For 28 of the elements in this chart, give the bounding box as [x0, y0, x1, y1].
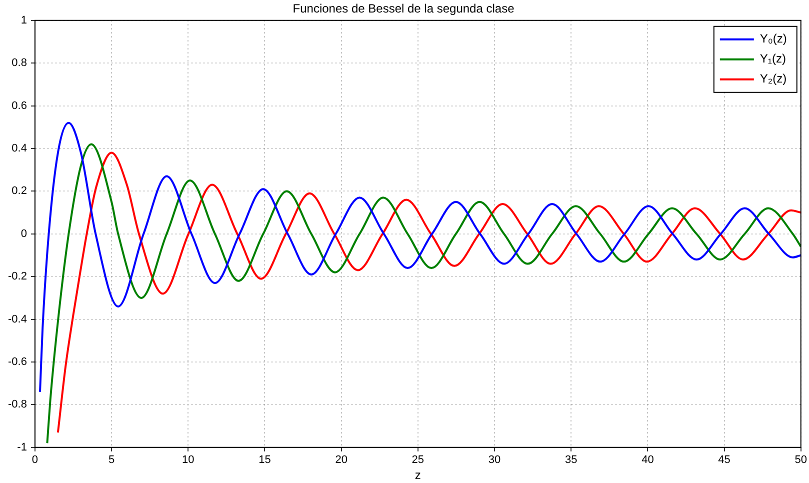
x-tick-label: 40	[642, 454, 654, 466]
y-tick-label: 1	[20, 14, 27, 26]
y-tick-label: -0.8	[8, 398, 27, 411]
x-tick-label: 10	[182, 454, 194, 466]
x-tick-label: 45	[718, 454, 730, 466]
x-tick-label: 30	[488, 454, 501, 466]
x-tick-label: 50	[794, 454, 808, 466]
x-tick-label: 20	[335, 454, 348, 466]
x-axis-title: z	[414, 468, 421, 482]
y-tick-label: 0.8	[12, 57, 27, 70]
legend-label: Y₀(z)	[760, 32, 787, 46]
y-tick-label: -0.2	[8, 270, 27, 283]
legend-label: Y₁(z)	[760, 52, 786, 66]
x-tick-label: 0	[32, 454, 38, 466]
y-tick-label: 0.6	[12, 100, 27, 112]
y-tick-label: -0.6	[8, 356, 27, 368]
chart-title: Funciones de Bessel de la segunda clase	[292, 2, 515, 16]
y-tick-label: -0.4	[8, 313, 27, 326]
x-tick-label: 15	[258, 454, 271, 466]
y-tick-label: 0	[20, 228, 27, 240]
line-series	[39, 122, 801, 393]
y-tick-label: 0.2	[12, 185, 27, 198]
x-tick-label: 25	[412, 454, 424, 466]
x-tick-label: 35	[564, 454, 578, 466]
y-tick-label: -1	[17, 441, 27, 454]
x-tick-label: 5	[108, 454, 115, 466]
legend-label: Y₂(z)	[760, 72, 787, 86]
y-tick-label: 0.4	[12, 142, 27, 155]
